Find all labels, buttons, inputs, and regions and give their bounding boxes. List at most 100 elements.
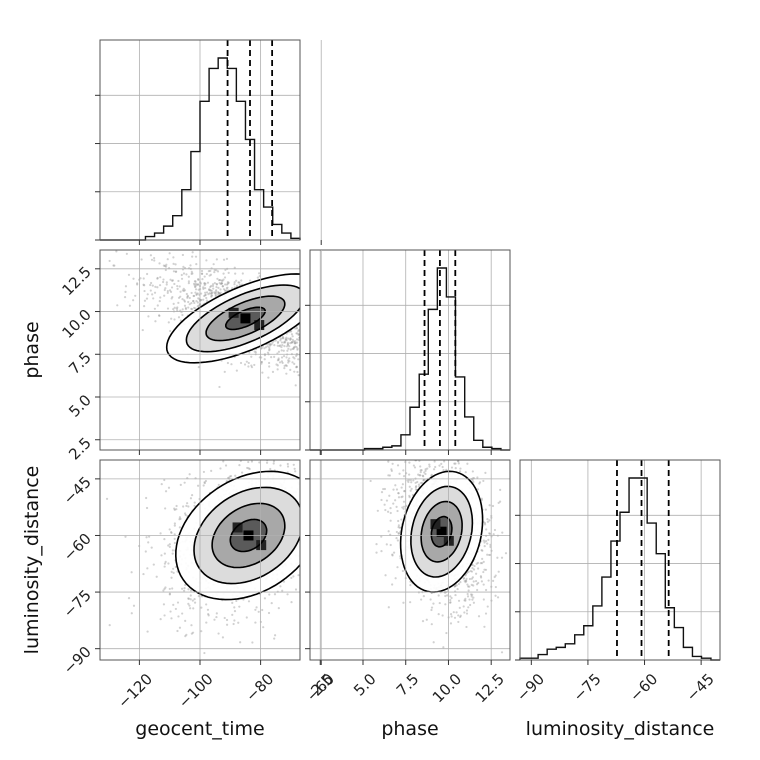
scatter-point — [168, 587, 171, 591]
scatter-point — [410, 487, 413, 490]
scatter-point — [163, 562, 167, 565]
scatter-point — [188, 473, 191, 476]
scatter-point — [268, 346, 271, 349]
scatter-point — [484, 612, 488, 615]
scatter-point — [266, 351, 270, 354]
scatter-point — [143, 284, 146, 287]
scatter-point — [396, 509, 399, 513]
scatter-point — [145, 536, 148, 539]
scatter-point — [143, 299, 147, 302]
scatter-point — [163, 552, 166, 555]
scatter-point — [248, 467, 251, 471]
density-peak — [240, 313, 251, 324]
scatter-point — [172, 302, 175, 305]
scatter-point — [295, 327, 299, 330]
scatter-point — [282, 341, 286, 344]
scatter-point — [290, 601, 293, 604]
scatter-point — [226, 361, 230, 365]
scatter-point — [392, 551, 396, 554]
scatter-point — [210, 294, 214, 297]
scatter-point — [268, 344, 272, 347]
scatter-point — [391, 462, 394, 465]
scatter-point — [183, 481, 186, 484]
scatter-point — [205, 299, 209, 302]
scatter-point — [192, 282, 196, 285]
scatter-point — [275, 363, 278, 366]
tick-label-y: 2.5 — [65, 434, 95, 464]
scatter-point — [216, 293, 220, 296]
scatter-point — [223, 370, 226, 373]
scatter-point — [283, 364, 286, 367]
scatter-point — [276, 341, 280, 345]
scatter-point — [217, 291, 220, 295]
scatter-point — [185, 292, 188, 296]
scatter-point — [394, 577, 397, 580]
scatter-point — [183, 289, 187, 292]
scatter-point — [204, 479, 208, 483]
scatter-point — [187, 597, 190, 600]
scatter-point — [499, 488, 502, 491]
scatter-point — [383, 503, 386, 506]
scatter-point — [456, 587, 459, 591]
scatter-point — [276, 364, 279, 367]
scatter-point — [277, 358, 280, 361]
scatter-point — [191, 631, 195, 634]
scatter-point — [184, 308, 188, 311]
scatter-point — [197, 297, 200, 300]
scatter-point — [380, 491, 384, 494]
scatter-point — [156, 276, 159, 280]
scatter-point — [283, 341, 287, 344]
scatter-point — [293, 370, 296, 373]
scatter-point — [190, 270, 193, 273]
panel-frame — [309, 459, 511, 661]
scatter-point — [151, 284, 154, 287]
scatter-point — [176, 287, 179, 290]
scatter-point — [432, 641, 435, 644]
scatter-point — [224, 464, 228, 467]
scatter-point — [226, 286, 229, 289]
scatter-point — [291, 338, 294, 341]
scatter-point — [177, 279, 180, 283]
scatter-point — [278, 344, 281, 348]
scatter-point — [403, 490, 406, 493]
scatter-point — [237, 281, 240, 284]
scatter-point — [108, 259, 111, 263]
scatter-point — [147, 541, 150, 544]
scatter-point — [195, 293, 198, 296]
scatter-point — [401, 483, 404, 486]
scatter-point — [285, 356, 288, 359]
scatter-point — [136, 283, 139, 286]
tick-label-y: −75 — [60, 586, 95, 621]
scatter-point — [396, 566, 399, 569]
scatter-point — [438, 464, 441, 467]
scatter-point — [227, 281, 230, 284]
scatter-point — [476, 488, 480, 491]
scatter-point — [238, 605, 241, 608]
scatter-point — [190, 624, 193, 627]
scatter-point — [197, 595, 200, 598]
scatter-point — [454, 462, 457, 465]
scatter-point — [419, 481, 422, 485]
scatter-point — [171, 295, 174, 299]
scatter-point — [203, 282, 206, 285]
scatter-point — [220, 282, 224, 285]
scatter-point — [115, 250, 118, 253]
scatter-point — [187, 275, 190, 278]
scatter-point — [210, 294, 213, 297]
scatter-point — [292, 347, 295, 350]
scatter-point — [112, 264, 115, 267]
scatter-point — [226, 281, 229, 284]
tick-label-y: −60 — [60, 530, 95, 565]
scatter-point — [219, 288, 222, 291]
scatter-point — [235, 599, 238, 603]
scatter-point — [276, 368, 279, 371]
scatter-point — [189, 264, 192, 267]
scatter-point — [154, 285, 157, 288]
scatter-point — [223, 289, 227, 292]
scatter-point — [153, 259, 156, 262]
scatter-point — [223, 616, 226, 620]
scatter-point — [270, 356, 273, 359]
scatter-point — [389, 507, 392, 510]
scatter-point — [155, 575, 158, 578]
contour-line — [185, 284, 300, 353]
